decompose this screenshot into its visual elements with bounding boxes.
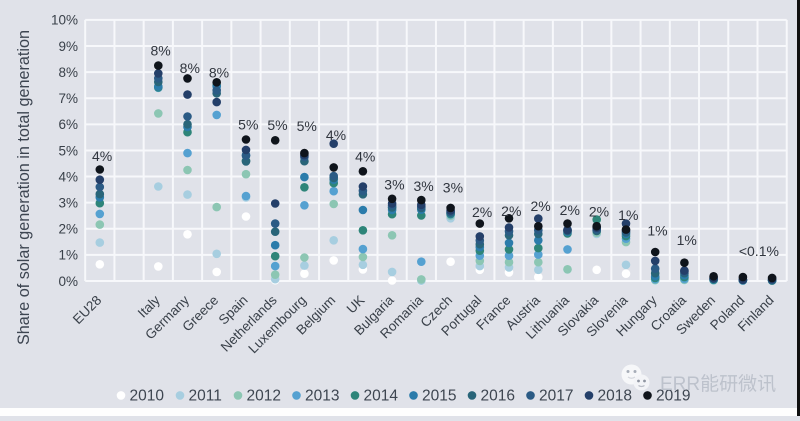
svg-text:Share of solar generation in t: Share of solar generation in total gener… bbox=[15, 30, 33, 345]
svg-text:2%: 2% bbox=[589, 203, 609, 219]
svg-text:4%: 4% bbox=[326, 127, 346, 143]
svg-text:4%: 4% bbox=[355, 149, 375, 165]
svg-text:1%: 1% bbox=[677, 232, 697, 248]
svg-text:4%: 4% bbox=[58, 169, 78, 184]
svg-text:8%: 8% bbox=[58, 65, 78, 80]
svg-text:8%: 8% bbox=[209, 64, 229, 80]
svg-text:5%: 5% bbox=[238, 117, 258, 133]
svg-text:8%: 8% bbox=[180, 60, 200, 76]
svg-text:8%: 8% bbox=[150, 42, 170, 58]
svg-text:3%: 3% bbox=[413, 178, 433, 194]
svg-text:ERR能研微讯: ERR能研微讯 bbox=[660, 373, 776, 395]
svg-text:2019: 2019 bbox=[656, 388, 690, 405]
svg-text:5%: 5% bbox=[58, 143, 78, 158]
svg-text:7%: 7% bbox=[58, 91, 78, 106]
svg-text:<0.1%: <0.1% bbox=[739, 243, 779, 259]
svg-text:3%: 3% bbox=[384, 177, 404, 193]
svg-text:1%: 1% bbox=[618, 207, 638, 223]
svg-text:2%: 2% bbox=[560, 202, 580, 218]
svg-text:2015: 2015 bbox=[422, 388, 456, 405]
svg-text:2012: 2012 bbox=[247, 388, 281, 405]
svg-text:2%: 2% bbox=[530, 198, 550, 214]
svg-text:5%: 5% bbox=[297, 118, 317, 134]
svg-text:2018: 2018 bbox=[598, 388, 632, 405]
svg-text:3%: 3% bbox=[58, 196, 78, 211]
svg-text:2013: 2013 bbox=[305, 388, 339, 405]
svg-text:10%: 10% bbox=[51, 13, 78, 28]
svg-text:2014: 2014 bbox=[364, 388, 399, 405]
svg-text:1%: 1% bbox=[58, 248, 78, 263]
svg-text:2010: 2010 bbox=[130, 388, 165, 405]
svg-text:6%: 6% bbox=[58, 117, 78, 132]
svg-text:2017: 2017 bbox=[539, 388, 573, 405]
svg-text:2%: 2% bbox=[58, 222, 78, 237]
svg-text:5%: 5% bbox=[267, 117, 287, 133]
svg-text:9%: 9% bbox=[58, 39, 78, 54]
svg-text:4%: 4% bbox=[92, 148, 112, 164]
svg-text:2%: 2% bbox=[472, 204, 492, 220]
svg-text:2011: 2011 bbox=[189, 388, 222, 405]
svg-text:3%: 3% bbox=[443, 180, 463, 196]
svg-text:2%: 2% bbox=[501, 203, 521, 219]
svg-text:1%: 1% bbox=[647, 222, 667, 238]
svg-text:0%: 0% bbox=[58, 274, 78, 289]
svg-text:2016: 2016 bbox=[481, 388, 515, 405]
